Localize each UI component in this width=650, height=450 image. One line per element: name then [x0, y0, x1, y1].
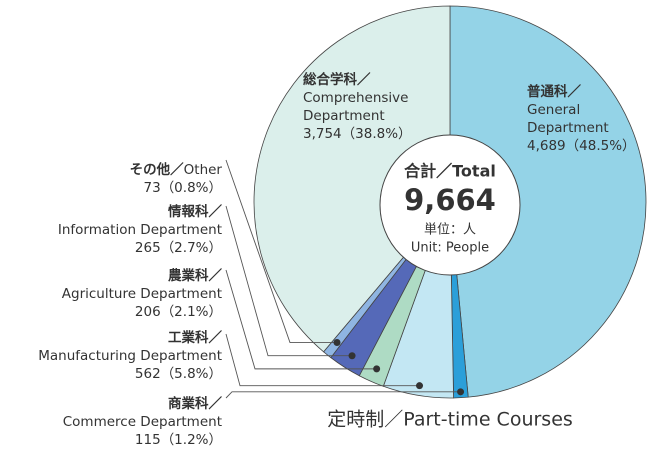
leader-dot: [457, 388, 465, 396]
percent: （38.8%）: [342, 126, 412, 142]
leader-line: [225, 205, 353, 357]
label-jp: 工業科／: [168, 329, 222, 346]
value: 73: [144, 180, 161, 196]
label-en: Other: [184, 162, 223, 178]
leader-dot: [416, 382, 424, 390]
label-jp: 総合学科／: [303, 71, 371, 88]
label-en: Department: [527, 120, 609, 136]
label-en: Agriculture Department: [62, 286, 222, 302]
unit-en: Unit: People: [411, 241, 489, 256]
unit-jp: 単位：人: [424, 222, 476, 238]
footnote: 定時制／Part-time Courses: [327, 409, 573, 431]
percent: （5.8%）: [161, 366, 222, 382]
slice-label: 商業科／: [168, 395, 222, 412]
slice-label: その他／Other: [130, 161, 223, 178]
value: 265: [135, 240, 161, 256]
leader-dot: [333, 339, 341, 347]
label-en: Information Department: [58, 222, 222, 238]
pie-slice: [253, 5, 451, 353]
slice-label: 農業科／: [168, 267, 222, 284]
value-label: 73（0.8%）: [144, 180, 223, 196]
slice-label: 工業科／: [168, 329, 222, 346]
value-label: 562（5.8%）: [135, 366, 222, 382]
slice-label: 情報科／: [168, 203, 222, 220]
pie-slice: [449, 5, 647, 398]
value-label: 4,689（48.5%）: [527, 138, 636, 154]
value: 4,689: [527, 138, 566, 154]
percent: （48.5%）: [566, 138, 636, 154]
value: 3,754: [303, 126, 342, 142]
label-jp: 普通科／: [527, 83, 581, 100]
label-jp: 農業科／: [168, 267, 222, 284]
label-jp: 情報科／: [168, 203, 222, 220]
percent: （2.7%）: [161, 240, 222, 256]
label-jp: 商業科／: [168, 395, 222, 412]
percent: （1.2%）: [161, 432, 222, 448]
label-en: Manufacturing Department: [38, 348, 222, 364]
value-label: 265（2.7%）: [135, 240, 222, 256]
label-en: Department: [303, 108, 385, 124]
leader-dot: [373, 365, 381, 373]
value: 206: [135, 304, 161, 320]
leader-line: [225, 391, 461, 399]
leader-line: [225, 159, 338, 343]
leader-line: [225, 333, 420, 387]
leader-line: [225, 269, 377, 370]
label-en: Commerce Department: [63, 414, 222, 430]
center-title: 合計／Total: [404, 162, 496, 181]
label-en: Comprehensive: [303, 90, 408, 106]
value: 562: [135, 366, 161, 382]
percent: （2.1%）: [161, 304, 222, 320]
value-label: 115（1.2%）: [135, 432, 222, 448]
label-jp: その他／: [130, 161, 184, 178]
slice-label: 普通科／: [527, 83, 581, 100]
value-label: 206（2.1%）: [135, 304, 222, 320]
leader-dot: [348, 352, 356, 360]
center-circle: [379, 134, 521, 276]
total: 9,664: [404, 183, 496, 217]
percent: （0.8%）: [161, 180, 222, 196]
value: 115: [135, 432, 161, 448]
slice-label: 総合学科／: [303, 71, 371, 88]
value-label: 3,754（38.8%）: [303, 126, 412, 142]
label-en: General: [527, 102, 580, 118]
